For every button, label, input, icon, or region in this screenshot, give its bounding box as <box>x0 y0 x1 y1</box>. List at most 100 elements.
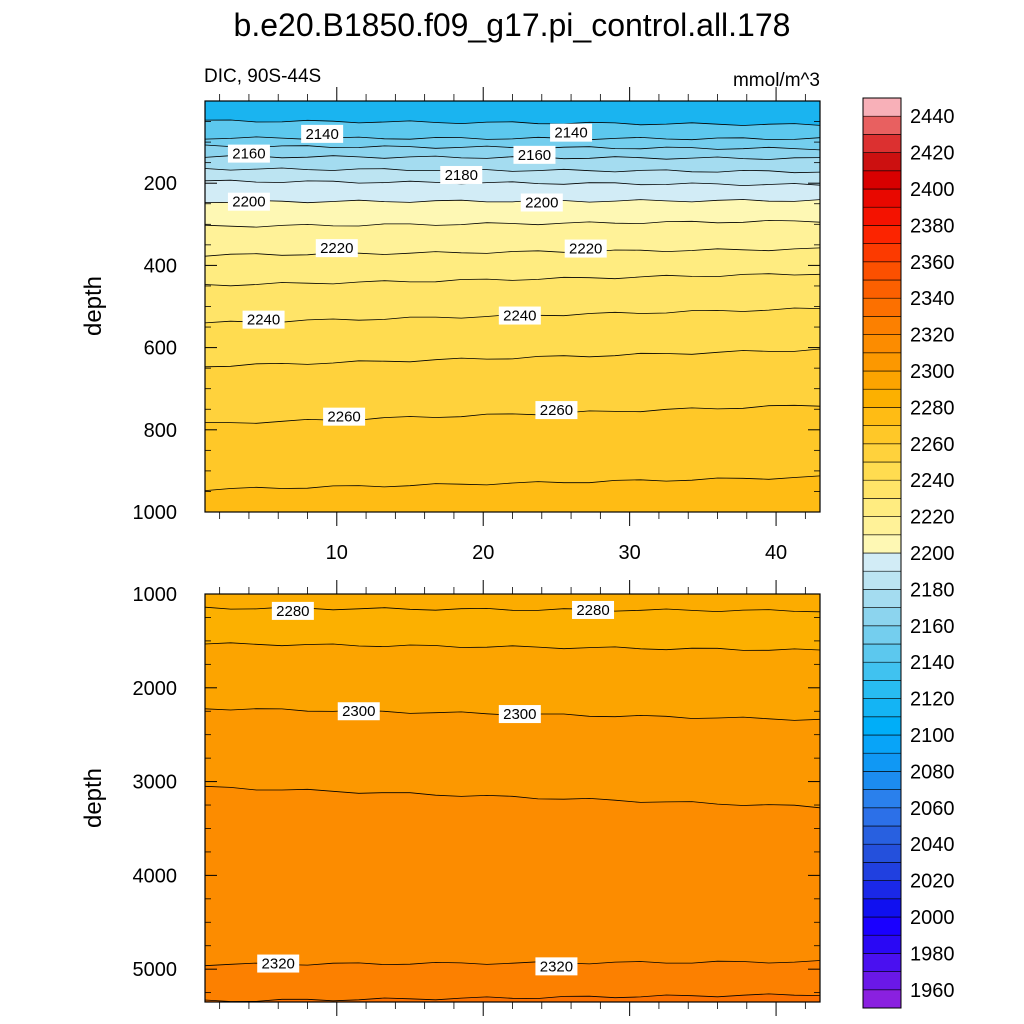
colorbar-tick-label: 2220 <box>910 507 955 529</box>
colorbar-box <box>862 261 902 281</box>
contour-label: 2180 <box>445 167 478 184</box>
colorbar-box <box>862 789 902 809</box>
colorbar-box <box>862 552 902 572</box>
y-tick-label: 1000 <box>133 584 178 606</box>
colorbar-box <box>862 352 902 372</box>
colorbar-box <box>862 498 902 517</box>
colorbar-box <box>862 206 902 226</box>
colorbar-tick-label: 2140 <box>910 652 955 674</box>
colorbar-frame <box>862 97 902 1009</box>
contour-line-2230 <box>205 273 820 287</box>
colorbar-box <box>862 534 902 554</box>
x-tick-label: 30 <box>619 542 641 564</box>
colorbar-box <box>862 643 902 663</box>
colorbar-box <box>862 661 902 681</box>
colorbar-tick-label: 2000 <box>910 907 955 929</box>
contour-line-2320 <box>205 960 820 967</box>
contour-label: 2240 <box>503 308 536 325</box>
contour-line-2160 <box>205 144 820 151</box>
colorbar-box <box>862 443 902 463</box>
colorbar-box <box>862 570 902 590</box>
lower-x-axis <box>219 580 806 1016</box>
x-tick-label: 40 <box>765 542 787 564</box>
contour-label: 2200 <box>525 195 558 212</box>
colorbar-box <box>862 225 902 244</box>
variable-label: DIC, 90S-44S <box>204 66 321 87</box>
upper-fill <box>205 101 820 512</box>
colorbar-box <box>862 243 902 263</box>
contour-line-2330 <box>205 993 820 1002</box>
colorbar-box <box>862 771 902 790</box>
lower-ylabel: depth <box>80 768 107 828</box>
y-tick-label: 4000 <box>133 865 178 887</box>
contour-line-2200 <box>205 199 820 204</box>
contour-label: 2300 <box>342 703 375 720</box>
upper-y-axis: 200 400 600 800 1000 <box>133 121 820 524</box>
colorbar-box <box>862 115 902 135</box>
contour-label-box <box>227 144 270 163</box>
colorbar-tick-label: 2160 <box>910 616 955 638</box>
colorbar-tick-label: 2180 <box>910 579 955 601</box>
colorbar-tick-label: 2100 <box>910 725 955 747</box>
colorbar-box <box>862 370 902 390</box>
colorbar-box <box>862 971 902 991</box>
contour-band-2320 <box>205 960 820 1002</box>
colorbar-box <box>862 316 902 335</box>
colorbar-box <box>862 388 902 408</box>
colorbar-box <box>862 97 902 117</box>
colorbar-tick-label: 2440 <box>910 106 955 128</box>
colorbar-tick-label: 2260 <box>910 434 955 456</box>
contour-line-2210 <box>205 219 820 228</box>
contour-label-box <box>323 407 366 426</box>
colorbar-tick-label: 2320 <box>910 325 955 347</box>
y-tick-label: 3000 <box>133 772 178 794</box>
colorbar-box <box>862 516 902 536</box>
colorbar-box <box>862 698 902 718</box>
colorbar-box <box>862 716 902 736</box>
y-tick-label: 1000 <box>133 502 178 524</box>
contour-line-2180 <box>205 167 820 174</box>
colorbar-box <box>862 334 902 354</box>
contour-line-2310 <box>205 785 820 809</box>
colorbar-tick-label: 2240 <box>910 470 955 492</box>
colorbar-box <box>862 407 902 426</box>
upper-x-axis: 10 20 30 40 <box>219 87 806 564</box>
colorbar-box <box>862 479 902 499</box>
colorbar-tick-label: 2300 <box>910 361 955 383</box>
contour-label-box <box>301 124 344 143</box>
contour-line-2190 <box>205 179 820 187</box>
colorbar-box <box>862 825 902 845</box>
contour-label: 2280 <box>576 602 609 619</box>
y-tick-label: 600 <box>144 338 177 360</box>
colorbar-box <box>862 807 902 827</box>
contour-label: 2160 <box>518 147 551 164</box>
colorbar-tick-label: 2040 <box>910 834 955 856</box>
colorbar-tick-label: 2080 <box>910 761 955 783</box>
contour-label-box <box>535 957 578 976</box>
contour-label-box <box>498 306 541 325</box>
colorbar-tick-label: 1960 <box>910 980 955 1002</box>
x-tick-label: 20 <box>472 542 494 564</box>
colorbar-box <box>862 989 902 1009</box>
colorbar-tick-label: 2020 <box>910 871 955 893</box>
contour-label: 2140 <box>554 125 587 142</box>
contour-line-2260 <box>205 404 820 424</box>
contour-label: 2160 <box>232 146 265 163</box>
contour-label-box <box>535 401 578 420</box>
colorbar-tick-label: 2060 <box>910 798 955 820</box>
colorbar-tick-label: 2340 <box>910 288 955 310</box>
contour-label-box <box>271 601 314 620</box>
colorbar-box <box>862 170 902 190</box>
contour-label: 2320 <box>262 956 295 973</box>
contour-label: 2200 <box>232 194 265 211</box>
colorbar-box <box>862 152 902 172</box>
colorbar-box <box>862 934 902 954</box>
contour-label-box <box>440 165 483 184</box>
upper-ylabel: depth <box>80 276 107 336</box>
colorbar-box <box>862 862 902 881</box>
colorbar-tick-label: 2280 <box>910 397 955 419</box>
contour-label: 2260 <box>540 402 573 419</box>
colorbar-box <box>862 279 902 299</box>
contour-label-box <box>520 193 563 212</box>
